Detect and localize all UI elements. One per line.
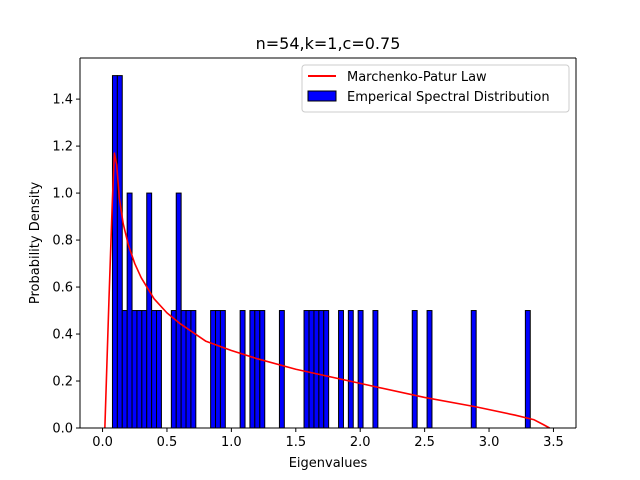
histogram-bar [136, 310, 143, 429]
histogram-bar [357, 310, 364, 429]
x-tick-label: 2.5 [414, 435, 435, 450]
histogram-bar [372, 310, 379, 429]
histogram-bar [121, 310, 128, 429]
histogram-bar [323, 310, 330, 429]
histogram-bar [338, 310, 344, 429]
histogram-bar [347, 310, 354, 429]
legend: Marchenko-Patur Law Emperical Spectral D… [301, 64, 570, 113]
histogram-bar [190, 310, 197, 429]
histogram-bar [470, 310, 477, 429]
chart-title: n=54,k=1,c=0.75 [256, 34, 401, 53]
y-tick-label: 0.4 [52, 328, 73, 343]
y-tick-label: 1.2 [52, 140, 73, 155]
histogram-bar [156, 310, 162, 429]
y-axis-title: Probability Density [28, 182, 43, 305]
mp-law-curve [104, 152, 550, 429]
y-tick-label: 0.0 [52, 422, 73, 437]
histogram-bar [278, 310, 285, 429]
legend-label-histogram: Emperical Spectral Distribution [347, 90, 550, 105]
x-tick-label: 3.0 [479, 435, 500, 450]
y-tick-label: 0.2 [52, 375, 73, 390]
histogram-bar [411, 310, 418, 429]
histogram-bar [170, 310, 177, 429]
histogram-bar [313, 310, 320, 429]
histogram-bar [318, 310, 325, 429]
histogram-bar [146, 192, 153, 429]
x-tick-label: 0.5 [157, 435, 178, 450]
histogram-bar [215, 310, 221, 429]
mp-curve-group [104, 152, 550, 429]
legend-bar-swatch [307, 90, 337, 102]
x-tick-label: 0.0 [92, 435, 113, 450]
histogram-bar [151, 310, 158, 429]
histogram-bar [249, 310, 256, 429]
histogram-bar [131, 310, 138, 429]
y-tick-label: 0.6 [52, 281, 73, 296]
legend-box [301, 64, 570, 113]
histogram-bar [111, 75, 118, 429]
x-axis-title: Eigenvalues [289, 456, 368, 471]
x-tick-label: 3.5 [543, 435, 564, 450]
histogram-bar [239, 310, 246, 429]
y-ticks: 0.0 0.2 0.4 0.6 0.8 1.0 1.2 1.4 [52, 93, 80, 437]
histogram-bar [308, 310, 315, 429]
axes-frame [79, 57, 577, 429]
histogram-bar [426, 310, 433, 429]
x-ticks: 0.0 0.5 1.0 1.5 2.0 2.5 3.0 3.5 [92, 428, 564, 450]
histogram-bar [180, 310, 187, 429]
histogram-bar [210, 310, 217, 429]
histogram-bar [175, 192, 182, 429]
x-tick-label: 1.0 [221, 435, 242, 450]
y-tick-label: 1.0 [52, 187, 73, 202]
histogram-bar [259, 310, 266, 429]
histogram-bar [116, 75, 123, 429]
histogram-bar [126, 192, 133, 429]
histogram-bar [219, 310, 226, 429]
histogram-bar [254, 310, 261, 429]
x-tick-label: 2.0 [350, 435, 371, 450]
histogram-bar [524, 310, 531, 429]
histogram-bar [303, 310, 310, 429]
legend-label-curve: Marchenko-Patur Law [347, 70, 487, 85]
y-tick-label: 1.4 [52, 93, 73, 108]
y-tick-label: 0.8 [52, 234, 73, 249]
histogram-bar [141, 310, 148, 429]
x-tick-label: 1.5 [285, 435, 306, 450]
